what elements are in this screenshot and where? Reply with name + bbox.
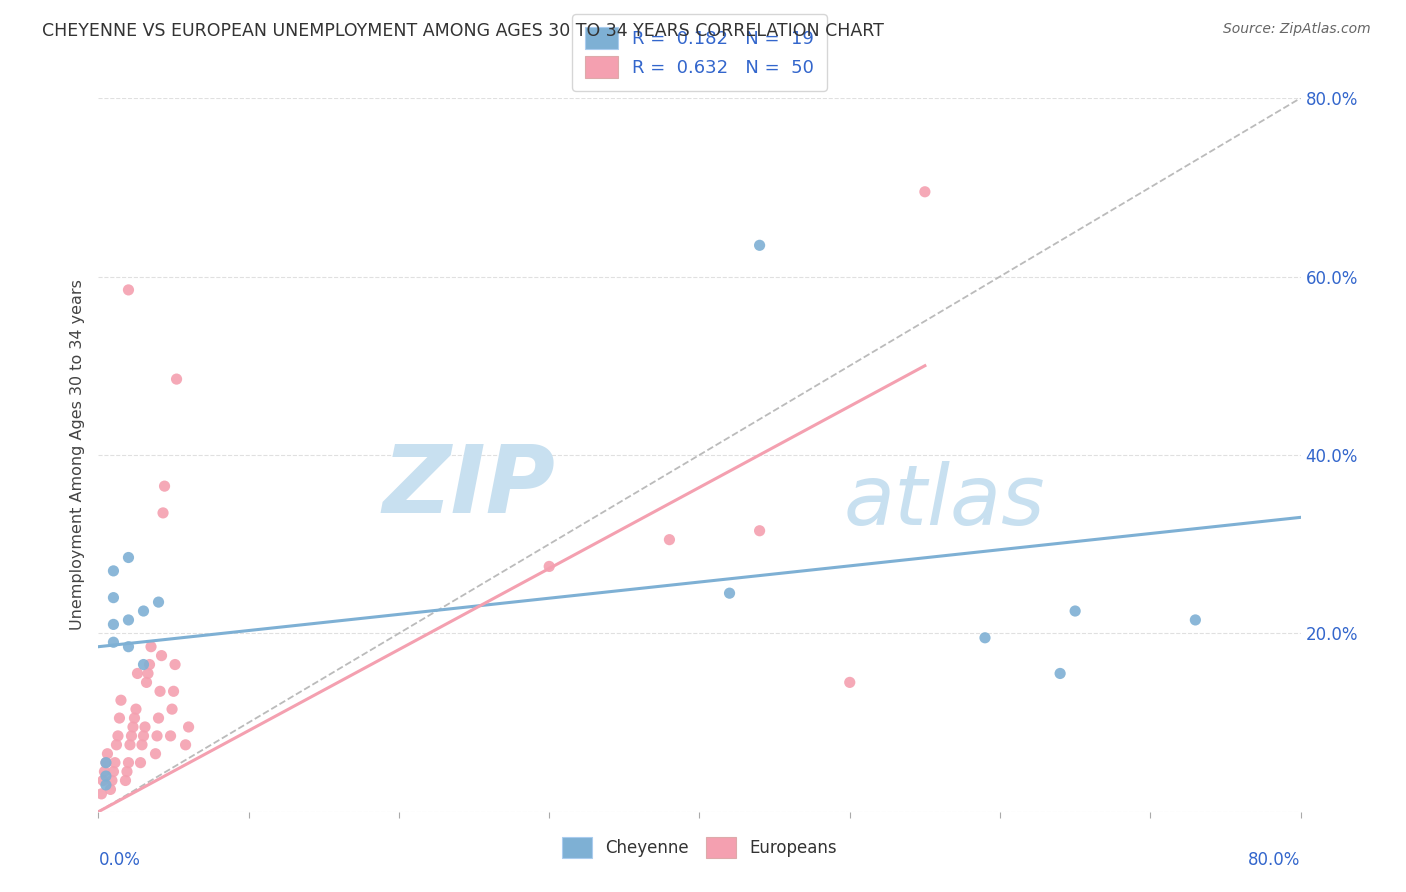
Text: atlas: atlas [844, 461, 1046, 541]
Point [132, 657, 155, 672]
Point [117, 613, 139, 627]
Point [150, 648, 173, 663]
Point [93, 764, 115, 779]
Point [103, 617, 125, 632]
Point [914, 185, 936, 199]
Point [90, 787, 112, 801]
Text: ZIP: ZIP [382, 441, 555, 533]
Point [153, 479, 176, 493]
Point [748, 238, 770, 252]
Point [658, 533, 681, 547]
Point [110, 693, 132, 707]
Point [132, 729, 155, 743]
Point [1064, 604, 1087, 618]
Point [117, 550, 139, 565]
Point [162, 684, 184, 698]
Point [96, 747, 118, 761]
Point [103, 635, 125, 649]
Text: 80.0%: 80.0% [1249, 851, 1301, 869]
Point [538, 559, 561, 574]
Legend: Cheyenne, Europeans: Cheyenne, Europeans [553, 827, 846, 868]
Point [94, 756, 117, 770]
Point [104, 756, 127, 770]
Point [118, 738, 141, 752]
Point [146, 729, 169, 743]
Point [127, 666, 149, 681]
Point [838, 675, 860, 690]
Point [103, 564, 125, 578]
Point [105, 738, 128, 752]
Point [117, 640, 139, 654]
Point [159, 729, 181, 743]
Point [94, 756, 117, 770]
Point [121, 729, 143, 743]
Point [94, 769, 117, 783]
Point [124, 711, 146, 725]
Point [145, 747, 167, 761]
Point [101, 773, 124, 788]
Text: 0.0%: 0.0% [98, 851, 141, 869]
Point [136, 666, 159, 681]
Point [174, 738, 197, 752]
Point [1184, 613, 1206, 627]
Point [152, 506, 174, 520]
Point [94, 778, 117, 792]
Point [974, 631, 997, 645]
Point [117, 283, 139, 297]
Point [718, 586, 741, 600]
Point [129, 756, 152, 770]
Point [91, 773, 114, 788]
Point [748, 524, 770, 538]
Y-axis label: Unemployment Among Ages 30 to 34 years: Unemployment Among Ages 30 to 34 years [69, 279, 84, 631]
Point [165, 657, 187, 672]
Point [107, 729, 129, 743]
Point [114, 773, 136, 788]
Point [125, 702, 148, 716]
Point [131, 738, 153, 752]
Point [103, 591, 125, 605]
Point [139, 640, 162, 654]
Point [160, 702, 183, 716]
Point [100, 782, 122, 797]
Point [122, 720, 145, 734]
Point [134, 720, 156, 734]
Point [149, 684, 172, 698]
Point [138, 657, 160, 672]
Point [1049, 666, 1071, 681]
Text: Source: ZipAtlas.com: Source: ZipAtlas.com [1223, 22, 1371, 37]
Point [103, 764, 125, 779]
Point [108, 711, 131, 725]
Point [135, 675, 157, 690]
Point [115, 764, 138, 779]
Text: CHEYENNE VS EUROPEAN UNEMPLOYMENT AMONG AGES 30 TO 34 YEARS CORRELATION CHART: CHEYENNE VS EUROPEAN UNEMPLOYMENT AMONG … [42, 22, 884, 40]
Point [148, 595, 170, 609]
Point [148, 711, 170, 725]
Point [117, 756, 139, 770]
Point [166, 372, 188, 386]
Point [177, 720, 200, 734]
Point [132, 604, 155, 618]
